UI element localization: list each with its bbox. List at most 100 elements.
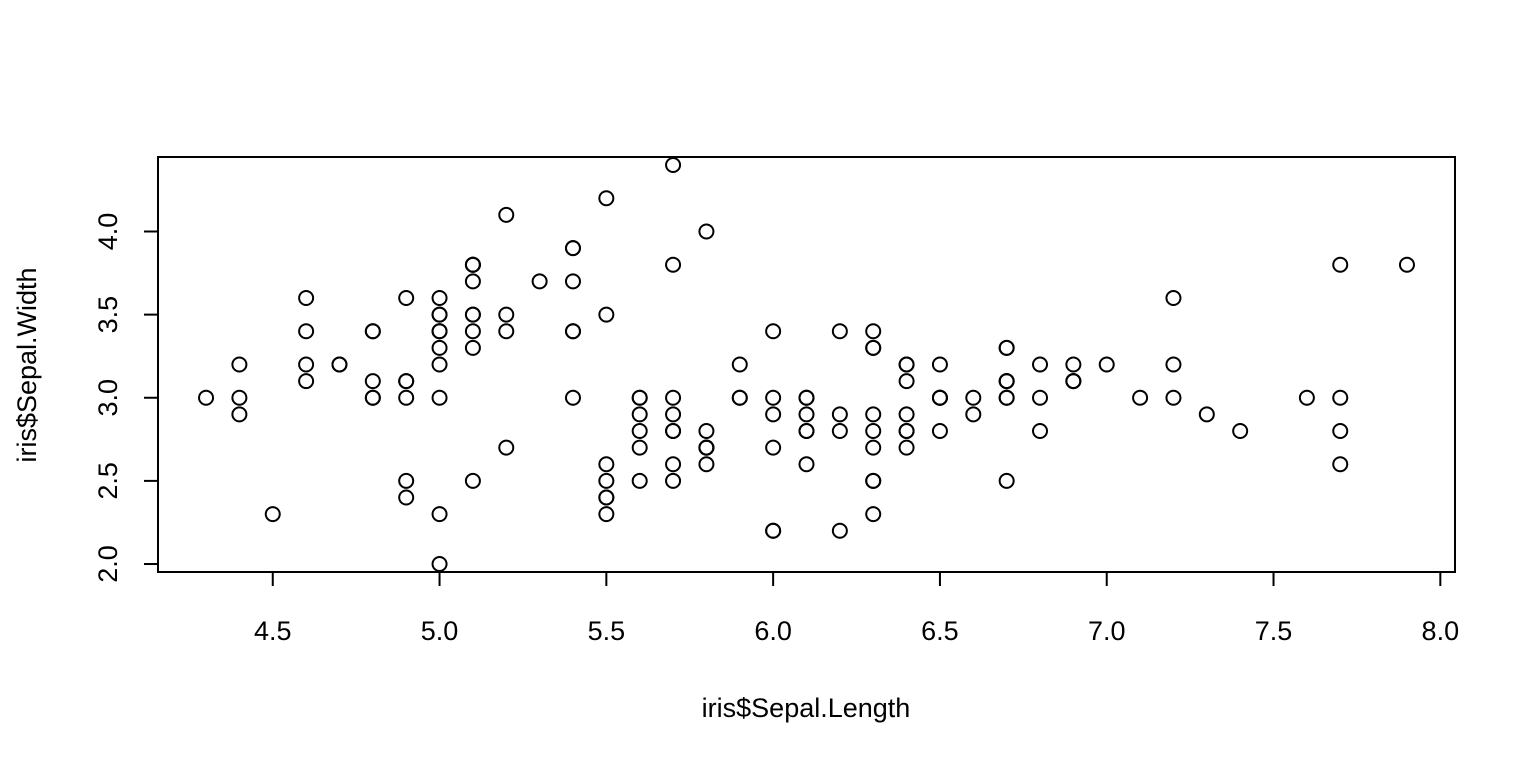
data-point (464, 306, 481, 323)
y-tick-label: 3.5 (93, 296, 123, 334)
x-tick-label: 7.0 (1088, 616, 1126, 646)
data-point (431, 506, 448, 523)
x-tick-label: 8.0 (1422, 616, 1460, 646)
data-point (698, 439, 715, 456)
data-point (398, 373, 415, 390)
data-point (965, 389, 982, 406)
data-point (1232, 423, 1249, 440)
data-point (898, 406, 915, 423)
data-point (398, 289, 415, 306)
data-point (231, 389, 248, 406)
data-point (431, 389, 448, 406)
data-point (731, 389, 748, 406)
data-point (665, 389, 682, 406)
y-tick-label: 2.5 (93, 462, 123, 500)
data-point (731, 356, 748, 373)
data-point (398, 389, 415, 406)
data-point (998, 389, 1015, 406)
data-point (631, 472, 648, 489)
data-point (631, 406, 648, 423)
data-point (1165, 389, 1182, 406)
x-tick-label: 4.5 (254, 616, 292, 646)
x-tick-label: 5.5 (588, 616, 626, 646)
data-point (598, 472, 615, 489)
data-point (865, 323, 882, 340)
data-point (698, 223, 715, 240)
x-tick-label: 6.0 (754, 616, 792, 646)
data-point (498, 323, 515, 340)
data-point (498, 206, 515, 223)
data-point (798, 456, 815, 473)
data-point (298, 373, 315, 390)
y-axis: 2.0 2.5 3.0 3.5 4.0 (93, 213, 159, 583)
data-point (765, 323, 782, 340)
y-tick-label: 2.0 (93, 545, 123, 583)
data-point (1032, 389, 1049, 406)
data-point (598, 506, 615, 523)
data-point (431, 306, 448, 323)
data-point (631, 439, 648, 456)
data-point (865, 472, 882, 489)
data-point (264, 506, 281, 523)
data-point (564, 273, 581, 290)
data-point (898, 356, 915, 373)
x-axis: 4.5 5.0 5.5 6.0 6.5 7.0 7.5 8.0 (254, 571, 1460, 646)
data-point (998, 373, 1015, 390)
data-point (865, 423, 882, 440)
data-point (698, 423, 715, 440)
y-tick-label: 4.0 (93, 213, 123, 251)
data-point (564, 323, 581, 340)
data-point (665, 423, 682, 440)
data-point (665, 472, 682, 489)
data-point (765, 406, 782, 423)
data-point (665, 456, 682, 473)
data-point (364, 323, 381, 340)
data-point (1198, 406, 1215, 423)
data-point (665, 256, 682, 273)
data-point (298, 289, 315, 306)
data-point (865, 439, 882, 456)
data-point (598, 456, 615, 473)
data-point (831, 522, 848, 539)
data-point (564, 240, 581, 257)
data-point (865, 406, 882, 423)
data-point (998, 339, 1015, 356)
data-point (431, 339, 448, 356)
data-point (698, 456, 715, 473)
data-point (1165, 289, 1182, 306)
data-point (531, 273, 548, 290)
data-point (798, 389, 815, 406)
data-point (431, 289, 448, 306)
data-point (1298, 389, 1315, 406)
data-point (598, 489, 615, 506)
data-point (631, 389, 648, 406)
x-tick-label: 7.5 (1255, 616, 1293, 646)
data-point (831, 406, 848, 423)
data-point (464, 472, 481, 489)
data-point (198, 389, 215, 406)
data-point (1065, 373, 1082, 390)
data-point (898, 373, 915, 390)
data-point (1032, 356, 1049, 373)
data-point (1332, 456, 1349, 473)
data-point (398, 472, 415, 489)
data-point (431, 356, 448, 373)
data-point (1165, 356, 1182, 373)
data-point (631, 423, 648, 440)
data-point (298, 323, 315, 340)
data-point (464, 256, 481, 273)
x-axis-title: iris$Sepal.Length (702, 693, 911, 723)
data-point (1332, 423, 1349, 440)
data-point (1132, 389, 1149, 406)
data-point (464, 273, 481, 290)
data-point (1398, 256, 1415, 273)
x-tick-label: 5.0 (421, 616, 459, 646)
data-point (931, 423, 948, 440)
data-point (865, 339, 882, 356)
data-point (598, 306, 615, 323)
data-point (798, 406, 815, 423)
data-point (931, 389, 948, 406)
data-point (498, 306, 515, 323)
data-point (931, 356, 948, 373)
